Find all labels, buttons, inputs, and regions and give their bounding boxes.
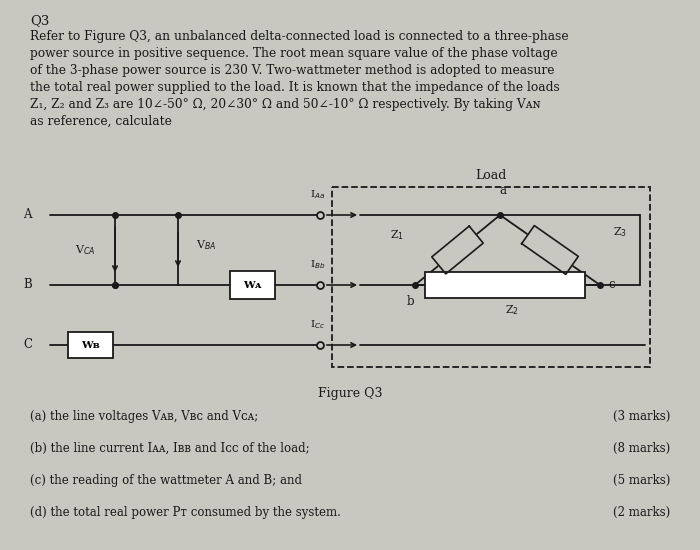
Text: Wв: Wв bbox=[81, 340, 100, 349]
Text: Z₁, Z₂ and Z₃ are 10∠-50° Ω, 20∠30° Ω and 50∠-10° Ω respectively. By taking Vᴀɴ: Z₁, Z₂ and Z₃ are 10∠-50° Ω, 20∠30° Ω an… bbox=[30, 98, 540, 111]
Text: Load: Load bbox=[475, 169, 507, 182]
Text: Q3: Q3 bbox=[30, 14, 50, 27]
Text: Z$_1$: Z$_1$ bbox=[390, 228, 404, 242]
Text: V$_{BA}$: V$_{BA}$ bbox=[196, 238, 216, 252]
Text: (a) the line voltages Vᴀв, Vвᴄ and Vᴄᴀ;: (a) the line voltages Vᴀв, Vвᴄ and Vᴄᴀ; bbox=[30, 410, 258, 423]
Text: Refer to Figure Q3, an unbalanced delta-connected load is connected to a three-p: Refer to Figure Q3, an unbalanced delta-… bbox=[30, 30, 568, 43]
Text: (c) the reading of the wattmeter A and B; and: (c) the reading of the wattmeter A and B… bbox=[30, 474, 302, 487]
Text: A: A bbox=[24, 208, 32, 222]
Text: (8 marks): (8 marks) bbox=[612, 442, 670, 455]
Text: (5 marks): (5 marks) bbox=[612, 474, 670, 487]
Text: C: C bbox=[23, 338, 32, 351]
Text: Figure Q3: Figure Q3 bbox=[318, 387, 382, 400]
Text: V$_{CA}$: V$_{CA}$ bbox=[75, 243, 95, 257]
Text: Wᴀ: Wᴀ bbox=[244, 280, 262, 289]
Bar bbox=[425, 272, 585, 298]
Text: (b) the line current Iᴀᴀ, Iвв and Iᴄᴄ of the load;: (b) the line current Iᴀᴀ, Iвв and Iᴄᴄ of… bbox=[30, 442, 309, 455]
Polygon shape bbox=[522, 226, 578, 274]
Text: Z$_2$: Z$_2$ bbox=[505, 303, 519, 317]
Text: (3 marks): (3 marks) bbox=[612, 410, 670, 423]
Text: I$_{Aa}$: I$_{Aa}$ bbox=[310, 188, 326, 201]
Bar bbox=[332, 187, 650, 367]
Text: (d) the total real power Pᴛ consumed by the system.: (d) the total real power Pᴛ consumed by … bbox=[30, 506, 341, 519]
Text: c: c bbox=[608, 278, 615, 292]
Text: the total real power supplied to the load. It is known that the impedance of the: the total real power supplied to the loa… bbox=[30, 81, 560, 94]
Bar bbox=[230, 271, 275, 299]
Text: power source in positive sequence. The root mean square value of the phase volta: power source in positive sequence. The r… bbox=[30, 47, 558, 60]
Polygon shape bbox=[432, 226, 483, 274]
Text: of the 3-phase power source is 230 V. Two-wattmeter method is adopted to measure: of the 3-phase power source is 230 V. Tw… bbox=[30, 64, 554, 77]
Text: b: b bbox=[406, 295, 414, 308]
Text: I$_{Bb}$: I$_{Bb}$ bbox=[310, 258, 326, 271]
Text: I$_{Cc}$: I$_{Cc}$ bbox=[310, 318, 326, 331]
Text: B: B bbox=[23, 278, 32, 292]
Text: Z$_3$: Z$_3$ bbox=[613, 225, 627, 239]
Text: (2 marks): (2 marks) bbox=[612, 506, 670, 519]
Text: a: a bbox=[500, 184, 507, 197]
Bar bbox=[68, 332, 113, 358]
Text: as reference, calculate: as reference, calculate bbox=[30, 115, 172, 128]
